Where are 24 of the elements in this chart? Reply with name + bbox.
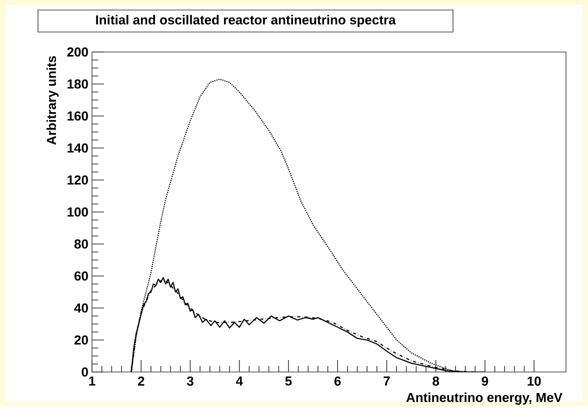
y-tick-label: 100 <box>68 207 88 217</box>
x-tick-label: 4 <box>236 376 243 386</box>
x-tick-label: 1 <box>89 376 96 386</box>
chart-title: Initial and oscillated reactor antineutrino spectra <box>96 14 396 28</box>
x-tick-label: 10 <box>528 376 541 386</box>
x-tick-label: 3 <box>186 376 194 386</box>
y-tick-label: 200 <box>67 47 88 57</box>
x-tick-label: 5 <box>285 376 292 386</box>
x-tick-label: 2 <box>138 376 144 386</box>
y-tick-label: 140 <box>68 143 88 153</box>
y-tick-label: 160 <box>68 111 88 121</box>
y-tick-label: 80 <box>74 239 88 249</box>
x-tick-label: 6 <box>334 376 341 386</box>
x-tick-label: 7 <box>384 376 390 386</box>
x-tick-label: 9 <box>482 376 488 386</box>
x-tick-label: 8 <box>432 376 440 386</box>
y-tick-label: 60 <box>74 271 88 281</box>
y-tick-label: 180 <box>68 79 88 89</box>
y-tick-label: 120 <box>68 175 88 185</box>
y-tick-label: 40 <box>74 303 88 313</box>
y-axis-title: Arbitrary units <box>46 56 59 145</box>
y-tick-label: 0 <box>82 367 88 377</box>
x-axis-title: Antineutrino energy, MeV <box>406 392 562 405</box>
y-tick-label: 20 <box>74 335 88 345</box>
